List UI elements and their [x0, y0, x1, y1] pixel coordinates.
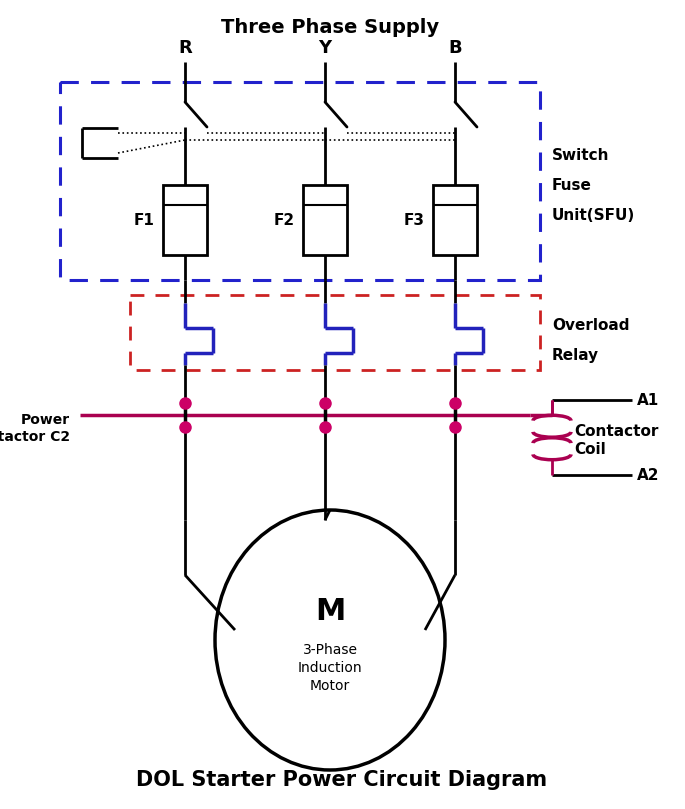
Bar	[163, 185, 207, 255]
Text: Relay: Relay	[552, 348, 599, 362]
Bar	[433, 185, 477, 255]
Bar	[60, 82, 540, 280]
Text: F2: F2	[274, 213, 295, 227]
Text: Switch: Switch	[552, 147, 610, 163]
Bar	[130, 295, 540, 370]
Text: Fuse: Fuse	[552, 177, 592, 193]
Text: Three Phase Supply: Three Phase Supply	[221, 18, 439, 37]
Text: Overload: Overload	[552, 317, 630, 332]
Text: Motor: Motor	[310, 679, 350, 693]
Text: A2: A2	[637, 468, 660, 482]
Text: A1: A1	[637, 392, 659, 408]
Text: R: R	[178, 39, 192, 57]
Text: M: M	[315, 598, 345, 626]
Text: F1: F1	[134, 213, 155, 227]
Text: Coil: Coil	[574, 442, 606, 457]
Text: Contactor: Contactor	[574, 424, 658, 439]
Bar	[303, 185, 347, 255]
Text: Y: Y	[319, 39, 332, 57]
Text: 3-Phase: 3-Phase	[303, 643, 358, 657]
Text: Induction: Induction	[298, 661, 362, 675]
Text: DOL Starter Power Circuit Diagram: DOL Starter Power Circuit Diagram	[136, 770, 547, 790]
Text: Contactor C2: Contactor C2	[0, 430, 70, 444]
Text: B: B	[448, 39, 462, 57]
Text: Unit(SFU): Unit(SFU)	[552, 207, 635, 222]
Text: Power: Power	[21, 413, 70, 427]
Text: F3: F3	[404, 213, 425, 227]
